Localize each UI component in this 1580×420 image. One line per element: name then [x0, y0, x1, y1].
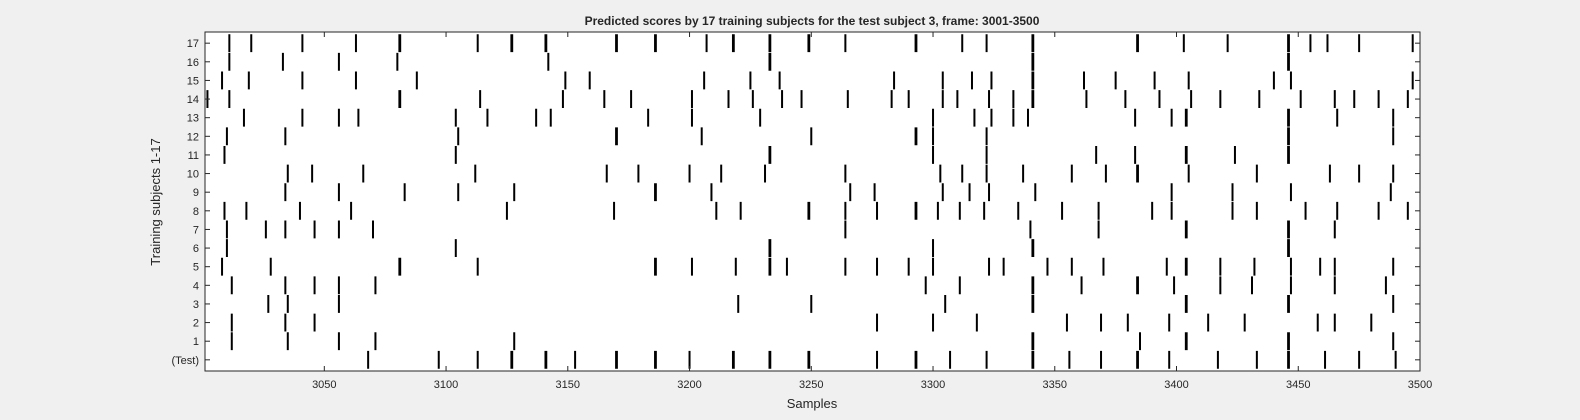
chart-title: Predicted scores by 17 training subjects…: [585, 14, 1040, 28]
y-tick-label: 15: [187, 75, 199, 87]
x-tick-label: 3200: [677, 379, 701, 391]
y-tick-label: 14: [187, 94, 199, 106]
y-tick-label: 10: [187, 169, 199, 181]
y-tick-label: 9: [193, 187, 199, 199]
y-tick-label: 3: [193, 299, 199, 311]
x-tick-label: 3350: [1043, 379, 1067, 391]
x-tick-label: 3100: [434, 379, 458, 391]
x-tick-label: 3400: [1164, 379, 1188, 391]
y-tick-label: 11: [188, 150, 199, 162]
x-tick-label: 3500: [1408, 379, 1432, 391]
y-tick-label: 6: [193, 243, 199, 255]
x-tick-label: 3150: [556, 379, 580, 391]
x-tick-label: 3300: [921, 379, 945, 391]
y-tick-label: 1: [193, 336, 199, 348]
y-tick-label: 5: [193, 262, 199, 274]
x-tick-label: 3050: [312, 379, 336, 391]
plot-area: [204, 31, 1421, 372]
raster-layer: [206, 34, 1414, 369]
y-tick-label: 13: [187, 113, 199, 125]
x-axis-label: Samples: [787, 396, 838, 411]
y-tick-label: 16: [187, 57, 199, 69]
y-axis-label: Training subjects 1-17: [148, 138, 163, 265]
y-tick-label: (Test): [172, 355, 200, 367]
y-tick-label: 2: [193, 318, 199, 330]
x-axis-ticks: 3050 3100 3150 3200 3250 3300 3350 3400 3450 3500: [312, 32, 1432, 391]
y-tick-label: 8: [193, 206, 199, 218]
x-tick-label: 3250: [799, 379, 823, 391]
x-tick-label: 3450: [1286, 379, 1310, 391]
y-tick-label: 4: [193, 280, 199, 292]
y-tick-label: 12: [187, 131, 199, 143]
y-tick-label: 17: [187, 38, 199, 50]
y-tick-label: 7: [193, 224, 199, 236]
